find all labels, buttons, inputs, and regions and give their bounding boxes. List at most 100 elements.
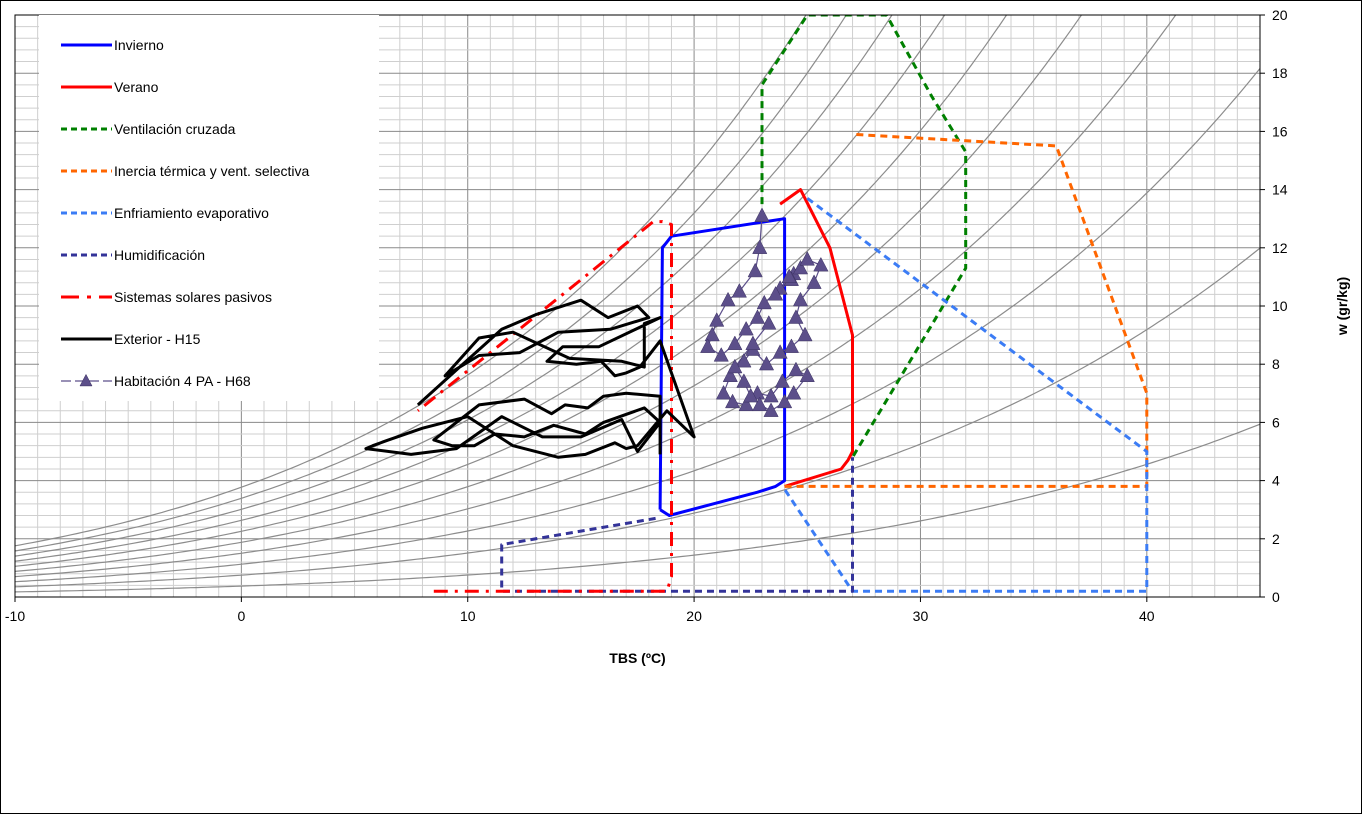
legend-marker — [79, 373, 93, 387]
legend-label: Exterior - H15 — [114, 331, 201, 347]
series-8 — [700, 207, 829, 417]
data-point-marker — [813, 256, 829, 272]
series-line — [779, 188, 854, 488]
legend-item: Ventilación cruzada — [61, 121, 236, 137]
data-point-marker — [738, 320, 754, 336]
data-point-marker — [761, 315, 777, 330]
y-tick-label: 10 — [1272, 298, 1288, 314]
data-point-marker — [736, 352, 752, 368]
data-point-marker — [786, 384, 802, 400]
rh-curve-20 — [15, 247, 1260, 588]
series-3 — [784, 132, 1149, 488]
legend-label: Inercia térmica y vent. selectiva — [114, 163, 310, 179]
data-point-marker — [763, 387, 779, 403]
y-tick-label: 8 — [1272, 356, 1280, 372]
data-point-marker — [797, 326, 813, 342]
legend-label: Invierno — [114, 37, 164, 53]
series-6 — [416, 220, 673, 593]
data-point-marker — [700, 338, 716, 353]
series-line — [658, 217, 787, 517]
data-point-marker — [781, 268, 797, 283]
data-point-marker — [731, 283, 747, 298]
legend-item: Inercia térmica y vent. selectiva — [61, 163, 310, 179]
series-line — [783, 197, 1149, 593]
series-layer — [364, 15, 1149, 593]
series-line — [784, 132, 1149, 488]
legend-label: Verano — [114, 79, 159, 95]
legend-item: Exterior - H15 — [61, 331, 201, 347]
data-point-marker — [747, 262, 763, 278]
data-point-marker — [704, 326, 720, 342]
legend-item: Sistemas solares pasivos — [61, 289, 272, 305]
legend-item: Enfriamiento evaporativo — [61, 205, 269, 221]
legend-box — [39, 15, 379, 401]
y-tick-label: 0 — [1272, 589, 1280, 605]
data-point-marker — [752, 396, 768, 412]
data-point-marker — [777, 393, 793, 409]
rh-curve-100 — [15, 15, 807, 547]
data-point-marker — [736, 373, 752, 388]
y-tick-label: 14 — [1272, 182, 1288, 198]
data-point-marker — [715, 384, 732, 400]
data-point-marker — [738, 396, 754, 412]
rh-curve-40 — [15, 15, 1177, 578]
data-point-marker — [745, 335, 761, 350]
x-tick-label: 30 — [913, 608, 929, 624]
data-point-marker — [713, 347, 729, 362]
data-point-marker — [774, 373, 790, 388]
data-point-marker — [806, 274, 822, 289]
series-line — [416, 220, 673, 593]
data-point-marker — [799, 251, 815, 266]
rh-curve-80 — [15, 15, 893, 557]
x-tick-label: -10 — [5, 608, 25, 624]
legend-item: Verano — [61, 79, 159, 95]
rh-curve-90 — [15, 15, 847, 552]
y-tick-label: 12 — [1272, 240, 1288, 256]
data-point-marker — [752, 239, 768, 254]
legend-label: Enfriamiento evaporativo — [114, 205, 269, 221]
data-point-marker — [725, 393, 741, 409]
data-point-marker — [756, 294, 772, 310]
data-point-marker — [720, 291, 736, 307]
data-point-marker — [727, 335, 743, 350]
data-point-marker — [788, 309, 804, 324]
rh-curve-10 — [15, 423, 1260, 593]
x-axis-title: TBS (ºC) — [609, 650, 665, 666]
x-tick-label: 10 — [460, 608, 476, 624]
series-0 — [658, 217, 787, 517]
y-tick-label: 20 — [1272, 7, 1288, 23]
y-tick-label: 18 — [1272, 65, 1288, 81]
data-point-marker — [799, 367, 815, 382]
data-point-marker — [788, 361, 804, 377]
y-tick-label: 16 — [1272, 123, 1288, 139]
data-point-marker — [743, 387, 759, 403]
rh-curve-30 — [15, 68, 1260, 583]
rh-curve-70 — [15, 15, 946, 562]
series-4 — [783, 197, 1149, 593]
series-line — [760, 15, 968, 459]
data-point-marker — [768, 286, 784, 301]
legend-item: Habitación 4 PA - H68 — [61, 373, 251, 389]
y-axis-title: w (gr/kg) — [1334, 277, 1350, 336]
data-point-marker — [792, 259, 809, 275]
x-tick-label: 40 — [1139, 608, 1155, 624]
y-tick-label: 4 — [1272, 473, 1280, 489]
legend: Invierno Verano Ventilación cruzada Inercia… — [39, 15, 379, 401]
data-point-marker — [749, 309, 766, 324]
legend-item: Humidificación — [61, 247, 205, 263]
series-2 — [760, 15, 968, 459]
legend-label: Humidificación — [114, 247, 205, 263]
legend-label: Sistemas solares pasivos — [114, 289, 272, 305]
x-tick-label: 0 — [237, 608, 245, 624]
data-point-marker — [763, 402, 779, 417]
series-line — [500, 457, 854, 593]
data-point-marker — [772, 344, 788, 359]
y-tick-label: 6 — [1272, 414, 1280, 430]
data-point-marker — [722, 367, 738, 382]
legend-label: Habitación 4 PA - H68 — [114, 373, 251, 389]
y-tick-label: 2 — [1272, 531, 1280, 547]
series-line — [364, 298, 696, 459]
x-tick-label: 20 — [686, 608, 702, 624]
